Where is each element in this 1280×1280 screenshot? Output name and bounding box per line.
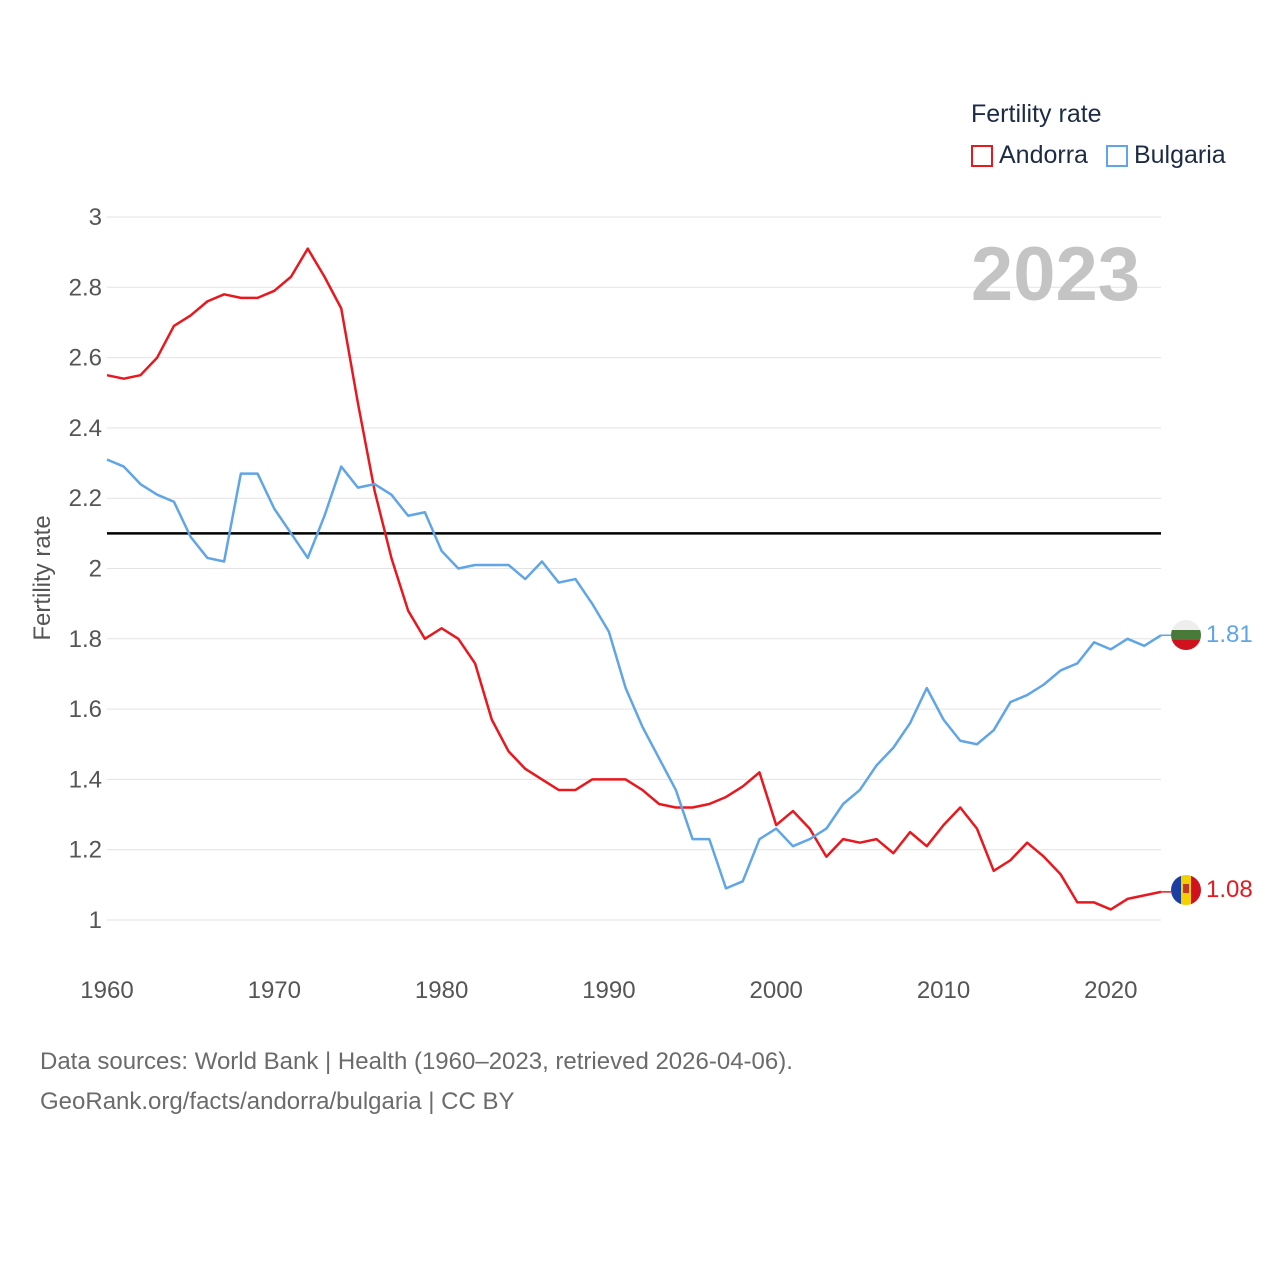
x-tick-label: 1980 bbox=[415, 977, 468, 1004]
y-tick-label: 1.2 bbox=[69, 837, 102, 864]
x-tick-label: 1990 bbox=[582, 977, 635, 1004]
y-tick-label: 2.6 bbox=[69, 345, 102, 372]
legend-label-andorra: Andorra bbox=[999, 141, 1088, 169]
x-tick-label: 2000 bbox=[750, 977, 803, 1004]
footer: Data sources: World Bank | Health (1960–… bbox=[40, 1042, 793, 1122]
y-tick-label: 1.4 bbox=[69, 766, 102, 793]
x-tick-label: 1970 bbox=[248, 977, 301, 1004]
y-axis-ticks: 1 1.2 1.4 1.6 1.8 2 2.2 2.4 2.6 2.8 3 bbox=[69, 204, 102, 934]
y-tick-label: 2.8 bbox=[69, 274, 102, 301]
y-tick-label: 2 bbox=[89, 556, 102, 583]
x-tick-label: 2010 bbox=[917, 977, 970, 1004]
bulgaria-swatch-icon bbox=[1105, 144, 1128, 167]
attribution-link[interactable]: GeoRank.org/facts/andorra/bulgaria | CC … bbox=[40, 1088, 515, 1115]
legend-item-bulgaria[interactable]: Bulgaria bbox=[1105, 141, 1226, 170]
legend-title: Fertility rate bbox=[971, 100, 1102, 128]
andorra-end-value: 1.08 bbox=[1206, 876, 1253, 903]
legend-items: Andorra Bulgaria bbox=[971, 141, 1244, 170]
end-markers: 1.81 1.08 bbox=[1171, 620, 1253, 905]
data-sources-text: Data sources: World Bank | Health (1960–… bbox=[40, 1048, 793, 1075]
x-axis-ticks: 1960 1970 1980 1990 2000 2010 2020 bbox=[80, 977, 1137, 1004]
bulgaria-flag-icon bbox=[1171, 620, 1201, 650]
bulgaria-end-value: 1.81 bbox=[1206, 621, 1253, 648]
andorra-flag-icon bbox=[1171, 875, 1201, 905]
y-tick-label: 2.2 bbox=[69, 485, 102, 512]
andorra-swatch-icon bbox=[971, 144, 993, 167]
legend-item-andorra[interactable]: Andorra bbox=[971, 141, 1088, 170]
series-line-andorra bbox=[106, 247, 1162, 911]
series-group bbox=[106, 247, 1171, 911]
y-axis-title: Fertility rate bbox=[29, 515, 56, 640]
x-tick-label: 2020 bbox=[1084, 977, 1137, 1004]
y-tick-label: 2.4 bbox=[69, 415, 102, 442]
y-tick-label: 1 bbox=[89, 907, 102, 934]
x-tick-label: 1960 bbox=[80, 977, 133, 1004]
y-tick-label: 1.6 bbox=[69, 696, 102, 723]
legend: Fertility rate Andorra Bulgaria bbox=[971, 100, 1244, 170]
year-label: 2023 bbox=[971, 232, 1140, 317]
gridlines bbox=[107, 216, 1161, 921]
series-line-bulgaria bbox=[106, 458, 1162, 890]
y-tick-label: 1.8 bbox=[69, 626, 102, 653]
y-tick-label: 3 bbox=[89, 204, 102, 231]
legend-label-bulgaria: Bulgaria bbox=[1133, 141, 1226, 169]
